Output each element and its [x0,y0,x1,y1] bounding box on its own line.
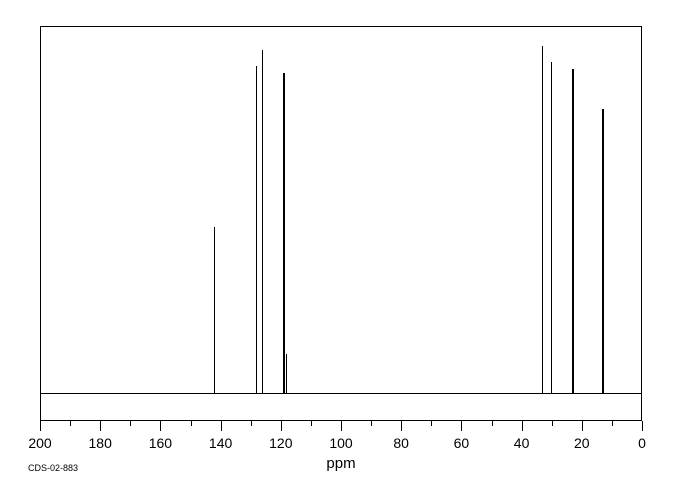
chart-identifier: CDS-02-883 [28,463,78,473]
tick-label: 100 [329,435,352,451]
tick-minor [70,421,71,426]
baseline [41,393,641,394]
tick-minor [431,421,432,426]
tick-label: 140 [209,435,232,451]
peak-6 [551,62,553,394]
tick-minor [371,421,372,426]
tick-minor [311,421,312,426]
tick-major [461,421,462,431]
x-axis-label: ppm [326,455,355,472]
peak-4 [286,354,287,394]
tick-major [401,421,402,431]
tick-label: 200 [28,435,51,451]
tick-label: 120 [269,435,292,451]
tick-minor [492,421,493,426]
tick-major [522,421,523,431]
tick-minor [191,421,192,426]
peak-8 [602,109,604,393]
tick-major [160,421,161,431]
tick-label: 60 [454,435,470,451]
peak-7 [572,69,574,393]
tick-label: 160 [149,435,172,451]
tick-major [281,421,282,431]
tick-major [341,421,342,431]
peak-1 [256,66,258,394]
tick-major [40,421,41,431]
nmr-spectrum-chart: 200180160140120100806040200 ppm CDS-02-8… [0,0,680,500]
tick-label: 180 [89,435,112,451]
tick-major [100,421,101,431]
tick-minor [612,421,613,426]
tick-label: 80 [393,435,409,451]
tick-major [582,421,583,431]
tick-label: 40 [514,435,530,451]
tick-major [221,421,222,431]
peak-2 [262,50,264,394]
tick-minor [251,421,252,426]
tick-minor [552,421,553,426]
tick-major [642,421,643,431]
peak-0 [214,227,216,393]
tick-label: 20 [574,435,590,451]
peak-3 [283,73,285,393]
tick-minor [130,421,131,426]
peak-5 [542,46,544,394]
tick-label: 0 [638,435,646,451]
